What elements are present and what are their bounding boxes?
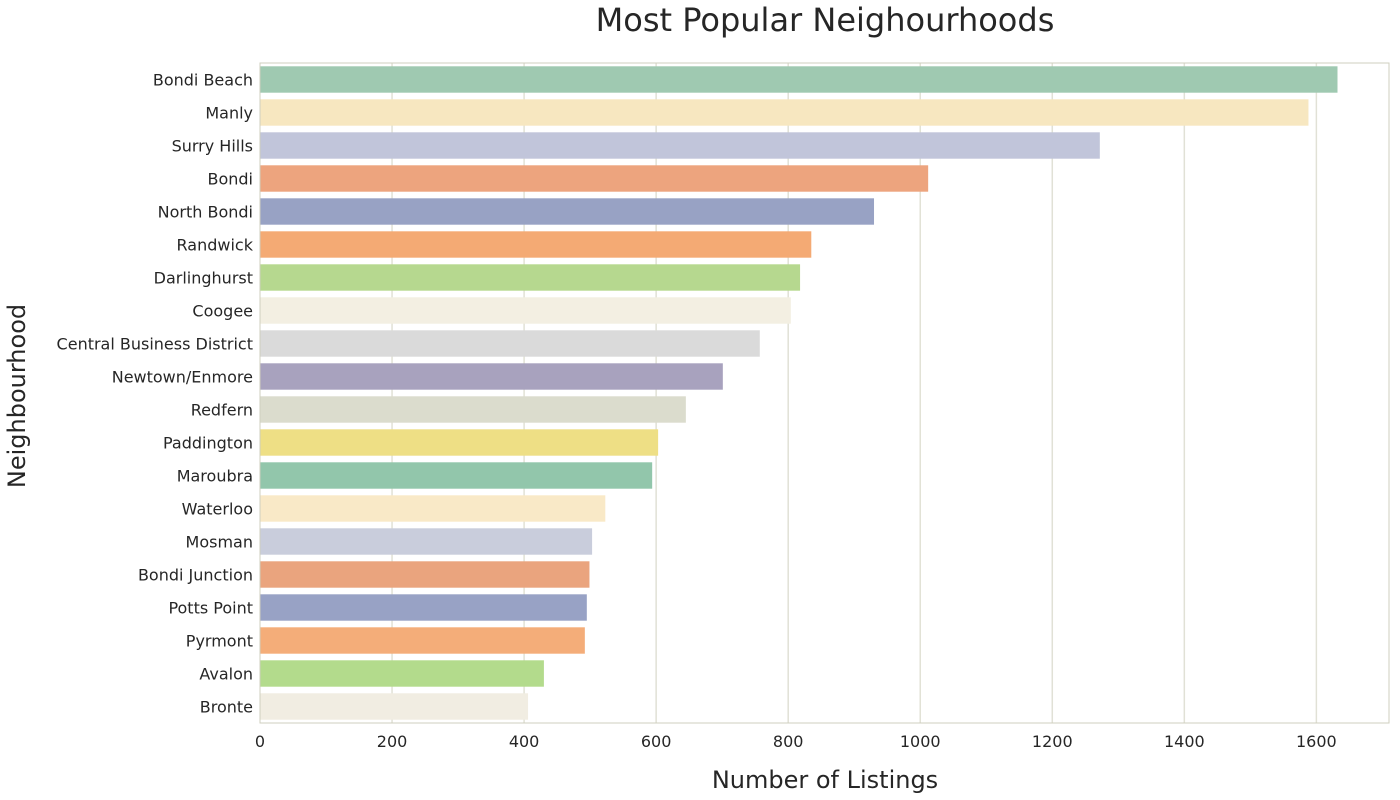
bars — [260, 66, 1338, 720]
y-tick-label: Bondi Junction — [138, 566, 253, 585]
y-tick-label: Bronte — [200, 698, 253, 717]
y-tick-label: Redfern — [191, 401, 253, 420]
bar — [260, 297, 791, 324]
bar — [260, 231, 812, 258]
y-tick-label: Maroubra — [177, 467, 253, 486]
y-tick-label: Darlinghurst — [154, 269, 253, 288]
bar — [260, 99, 1309, 126]
y-tick-label: Paddington — [163, 434, 253, 453]
y-tick-label: Surry Hills — [172, 137, 253, 156]
x-tick-label: 1400 — [1164, 732, 1205, 751]
grid-lines — [391, 63, 1318, 723]
x-tick-label: 200 — [377, 732, 408, 751]
y-tick-label: Mosman — [186, 533, 253, 552]
y-tick-label: Bondi — [207, 170, 253, 189]
bar — [260, 627, 585, 654]
y-tick-label: Pyrmont — [186, 632, 253, 651]
y-tick-label: Waterloo — [182, 500, 253, 519]
y-axis-title: Neighbourhood — [3, 304, 31, 488]
x-tick-label: 1200 — [1032, 732, 1073, 751]
bar — [260, 561, 590, 588]
bar — [260, 660, 544, 687]
bar — [260, 594, 587, 621]
x-tick-label: 600 — [641, 732, 672, 751]
bar — [260, 264, 801, 291]
bar — [260, 198, 875, 225]
y-tick-label: Newtown/Enmore — [112, 368, 253, 387]
y-tick-label: Avalon — [199, 665, 253, 684]
y-tick-label: Potts Point — [168, 599, 253, 618]
bar — [260, 165, 929, 192]
x-tick-label: 1000 — [900, 732, 941, 751]
plot-frame — [259, 62, 1390, 724]
x-axis-title: Number of Listings — [712, 766, 938, 794]
x-tick-label: 800 — [773, 732, 804, 751]
x-tick-label: 0 — [255, 732, 265, 751]
bar — [260, 363, 723, 390]
x-tick-label: 1600 — [1296, 732, 1337, 751]
x-tick-label: 400 — [509, 732, 540, 751]
bar — [260, 462, 653, 489]
y-tick-label: Coogee — [192, 302, 253, 321]
bar — [260, 495, 606, 522]
y-tick-label: Bondi Beach — [153, 71, 253, 90]
chart-title: Most Popular Neighourhoods — [596, 1, 1055, 39]
bar — [260, 429, 659, 456]
bar — [260, 693, 529, 720]
x-tick-labels: 0 200 400 600 800 1000 1200 1400 1600 — [255, 732, 1337, 751]
bar — [260, 66, 1338, 93]
bar — [260, 132, 1100, 159]
bar — [260, 330, 760, 357]
bar — [260, 396, 686, 423]
bar — [260, 528, 593, 555]
y-tick-label: Randwick — [177, 236, 254, 255]
y-tick-label: North Bondi — [158, 203, 253, 222]
y-tick-label: Manly — [205, 104, 253, 123]
y-tick-label: Central Business District — [57, 335, 253, 354]
y-tick-labels: Bondi Beach Manly Surry Hills Bondi North Bo… — [57, 71, 254, 717]
